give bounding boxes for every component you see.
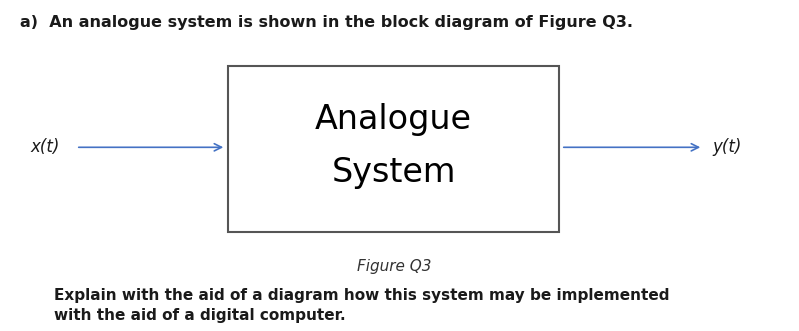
Text: Explain with the aid of a diagram how this system may be implemented: Explain with the aid of a diagram how th… bbox=[54, 288, 670, 303]
Text: x(t): x(t) bbox=[31, 138, 60, 156]
Text: Analogue: Analogue bbox=[315, 103, 472, 136]
Text: System: System bbox=[332, 156, 455, 189]
Text: a)  An analogue system is shown in the block diagram of Figure Q3.: a) An analogue system is shown in the bl… bbox=[20, 15, 633, 30]
Text: Figure Q3: Figure Q3 bbox=[356, 259, 431, 274]
Bar bbox=[228, 66, 559, 232]
Text: with the aid of a digital computer.: with the aid of a digital computer. bbox=[54, 307, 346, 323]
Text: y(t): y(t) bbox=[713, 138, 741, 156]
